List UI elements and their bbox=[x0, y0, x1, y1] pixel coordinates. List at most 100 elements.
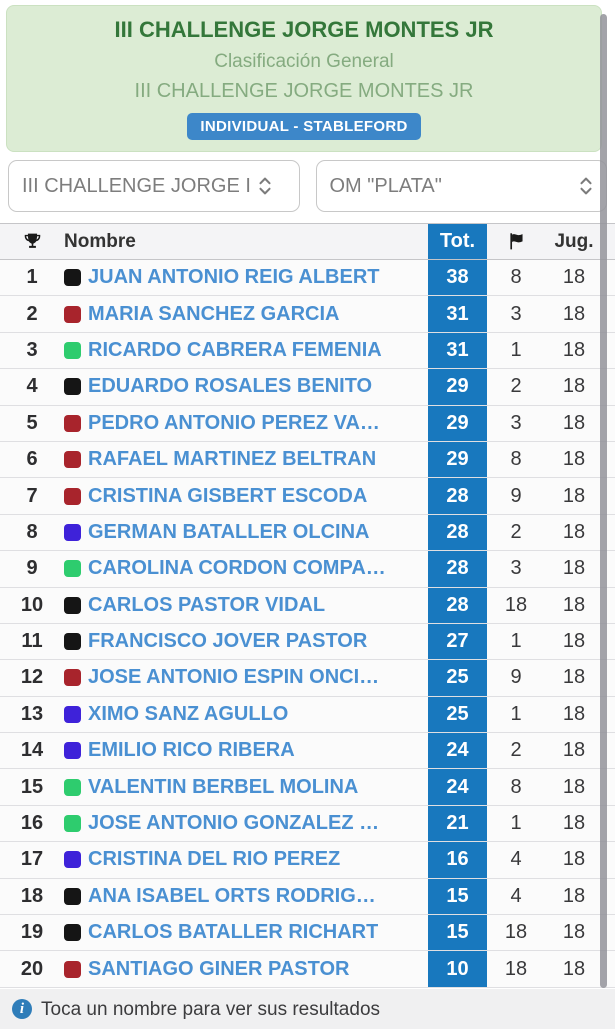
player-row[interactable]: 4 EDUARDO ROSALES BENITO 29 2 18 bbox=[0, 369, 615, 406]
player-name-cell[interactable]: XIMO SANZ AGULLO bbox=[64, 697, 428, 732]
tournament-select[interactable]: III CHALLENGE JORGE I bbox=[8, 160, 300, 212]
player-row[interactable]: 13 XIMO SANZ AGULLO 25 1 18 bbox=[0, 696, 615, 734]
player-name-cell[interactable]: CRISTINA DEL RIO PEREZ bbox=[64, 842, 428, 877]
player-rounds-played: 18 bbox=[562, 375, 586, 398]
player-row[interactable]: 18 ANA ISABEL ORTS RODRIG… 15 4 18 bbox=[0, 878, 615, 916]
player-total: 29 bbox=[428, 405, 487, 441]
player-name[interactable]: PEDRO ANTONIO PEREZ VA… bbox=[88, 411, 380, 434]
player-name[interactable]: CARLOS PASTOR VIDAL bbox=[88, 593, 326, 616]
player-total: 24 bbox=[428, 733, 487, 769]
player-row[interactable]: 15 VALENTIN BERBEL MOLINA 24 8 18 bbox=[0, 769, 615, 806]
player-name-cell[interactable]: JUAN ANTONIO REIG ALBERT bbox=[64, 260, 428, 295]
player-row[interactable]: 10 CARLOS PASTOR VIDAL 28 18 18 bbox=[0, 587, 615, 624]
player-total: 10 bbox=[428, 951, 487, 987]
player-row[interactable]: 2 MARIA SANCHEZ GARCIA 31 3 18 bbox=[0, 296, 615, 333]
player-total: 29 bbox=[428, 369, 487, 405]
player-flag-count: 18 bbox=[504, 593, 528, 616]
player-name[interactable]: EDUARDO ROSALES BENITO bbox=[88, 375, 373, 398]
player-name-cell[interactable]: EDUARDO ROSALES BENITO bbox=[64, 369, 428, 404]
player-flag-count: 8 bbox=[510, 448, 522, 471]
player-name[interactable]: CAROLINA CORDON COMPA… bbox=[88, 557, 386, 580]
player-rounds-played: 18 bbox=[562, 957, 586, 980]
player-name-cell[interactable]: PEDRO ANTONIO PEREZ VA… bbox=[64, 406, 428, 441]
player-color-square bbox=[64, 815, 81, 833]
player-name-cell[interactable]: FRANCISCO JOVER PASTOR bbox=[64, 624, 428, 659]
player-row[interactable]: 1 JUAN ANTONIO REIG ALBERT 38 8 18 bbox=[0, 260, 615, 297]
player-flag-count: 4 bbox=[510, 884, 522, 907]
footer-hint-text: Toca un nombre para ver sus resultados bbox=[41, 999, 381, 1020]
player-rounds-played: 18 bbox=[562, 884, 586, 907]
player-rounds-played: 18 bbox=[562, 593, 586, 616]
player-name-cell[interactable]: CARLOS BATALLER RICHART bbox=[64, 915, 428, 950]
player-flag-count: 1 bbox=[510, 338, 522, 361]
leaderboard-table: Nombre Tot. Jug. 1 JUAN ANTONIO REIG ALB… bbox=[0, 223, 615, 988]
player-name-cell[interactable]: SANTIAGO GINER PASTOR bbox=[64, 951, 428, 986]
player-name-cell[interactable]: CRISTINA GISBERT ESCODA bbox=[64, 478, 428, 513]
player-name-cell[interactable]: RICARDO CABRERA FEMENIA bbox=[64, 333, 428, 368]
player-name[interactable]: EMILIO RICO RIBERA bbox=[88, 739, 295, 762]
player-position: 9 bbox=[26, 557, 38, 580]
player-color-square bbox=[64, 451, 81, 469]
player-name[interactable]: JOSE ANTONIO GONZALEZ … bbox=[88, 812, 380, 835]
player-name[interactable]: VALENTIN BERBEL MOLINA bbox=[88, 775, 359, 798]
player-name[interactable]: RICARDO CABRERA FEMENIA bbox=[88, 338, 382, 361]
player-total: 28 bbox=[428, 587, 487, 623]
player-total: 31 bbox=[428, 296, 487, 332]
player-name[interactable]: SANTIAGO GINER PASTOR bbox=[88, 957, 350, 980]
player-row[interactable]: 8 GERMAN BATALLER OLCINA 28 2 18 bbox=[0, 514, 615, 552]
player-color-square bbox=[64, 305, 81, 323]
player-name-cell[interactable]: JOSE ANTONIO ESPIN ONCI… bbox=[64, 660, 428, 695]
player-name-cell[interactable]: MARIA SANCHEZ GARCIA bbox=[64, 296, 428, 331]
player-name-cell[interactable]: EMILIO RICO RIBERA bbox=[64, 733, 428, 768]
player-row[interactable]: 9 CAROLINA CORDON COMPA… 28 3 18 bbox=[0, 551, 615, 588]
player-name[interactable]: FRANCISCO JOVER PASTOR bbox=[88, 630, 368, 653]
player-rounds-played: 18 bbox=[562, 411, 586, 434]
player-name[interactable]: CARLOS BATALLER RICHART bbox=[88, 921, 379, 944]
player-row[interactable]: 14 EMILIO RICO RIBERA 24 2 18 bbox=[0, 733, 615, 770]
player-flag-count: 18 bbox=[504, 921, 528, 944]
player-rounds-played: 18 bbox=[562, 557, 586, 580]
player-name[interactable]: RAFAEL MARTINEZ BELTRAN bbox=[88, 448, 377, 471]
player-flag-count: 3 bbox=[510, 302, 522, 325]
player-name-cell[interactable]: RAFAEL MARTINEZ BELTRAN bbox=[64, 442, 428, 477]
player-color-square bbox=[64, 487, 81, 505]
player-name-cell[interactable]: ANA ISABEL ORTS RODRIG… bbox=[64, 879, 428, 914]
player-name-cell[interactable]: VALENTIN BERBEL MOLINA bbox=[64, 769, 428, 804]
player-flag-count: 2 bbox=[510, 375, 522, 398]
player-row[interactable]: 16 JOSE ANTONIO GONZALEZ … 21 1 18 bbox=[0, 805, 615, 843]
player-name[interactable]: CRISTINA GISBERT ESCODA bbox=[88, 484, 368, 507]
player-position: 13 bbox=[20, 702, 44, 725]
player-total: 28 bbox=[428, 514, 487, 551]
player-name[interactable]: GERMAN BATALLER OLCINA bbox=[88, 520, 370, 543]
player-row[interactable]: 20 SANTIAGO GINER PASTOR 10 18 18 bbox=[0, 951, 615, 988]
player-rounds-played: 18 bbox=[562, 848, 586, 871]
player-row[interactable]: 12 JOSE ANTONIO ESPIN ONCI… 25 9 18 bbox=[0, 660, 615, 697]
player-name-cell[interactable]: CAROLINA CORDON COMPA… bbox=[64, 551, 428, 586]
player-name[interactable]: JOSE ANTONIO ESPIN ONCI… bbox=[88, 666, 380, 689]
player-row[interactable]: 6 RAFAEL MARTINEZ BELTRAN 29 8 18 bbox=[0, 441, 615, 479]
player-row[interactable]: 7 CRISTINA GISBERT ESCODA 28 9 18 bbox=[0, 478, 615, 515]
column-header-name: Nombre bbox=[64, 230, 136, 252]
player-name[interactable]: XIMO SANZ AGULLO bbox=[88, 702, 289, 725]
player-row[interactable]: 11 FRANCISCO JOVER PASTOR 27 1 18 bbox=[0, 623, 615, 661]
player-position: 16 bbox=[20, 812, 44, 835]
player-color-square bbox=[64, 705, 81, 723]
vertical-scrollbar-thumb[interactable] bbox=[600, 14, 607, 988]
player-name[interactable]: ANA ISABEL ORTS RODRIG… bbox=[88, 884, 376, 907]
player-row[interactable]: 5 PEDRO ANTONIO PEREZ VA… 29 3 18 bbox=[0, 405, 615, 442]
player-row[interactable]: 3 RICARDO CABRERA FEMENIA 31 1 18 bbox=[0, 332, 615, 370]
player-name[interactable]: JUAN ANTONIO REIG ALBERT bbox=[88, 266, 380, 289]
player-name-cell[interactable]: GERMAN BATALLER OLCINA bbox=[64, 515, 428, 550]
player-color-square bbox=[64, 851, 81, 869]
player-total: 15 bbox=[428, 915, 487, 951]
category-select[interactable]: OM "PLATA" bbox=[315, 160, 607, 212]
column-header-played: Jug. bbox=[554, 230, 594, 252]
player-name-cell[interactable]: CARLOS PASTOR VIDAL bbox=[64, 588, 428, 623]
player-color-square bbox=[64, 560, 81, 578]
player-total: 25 bbox=[428, 696, 487, 733]
player-row[interactable]: 19 CARLOS BATALLER RICHART 15 18 18 bbox=[0, 915, 615, 952]
player-name[interactable]: CRISTINA DEL RIO PEREZ bbox=[88, 848, 341, 871]
player-name[interactable]: MARIA SANCHEZ GARCIA bbox=[88, 302, 340, 325]
player-name-cell[interactable]: JOSE ANTONIO GONZALEZ … bbox=[64, 806, 428, 841]
player-row[interactable]: 17 CRISTINA DEL RIO PEREZ 16 4 18 bbox=[0, 842, 615, 879]
